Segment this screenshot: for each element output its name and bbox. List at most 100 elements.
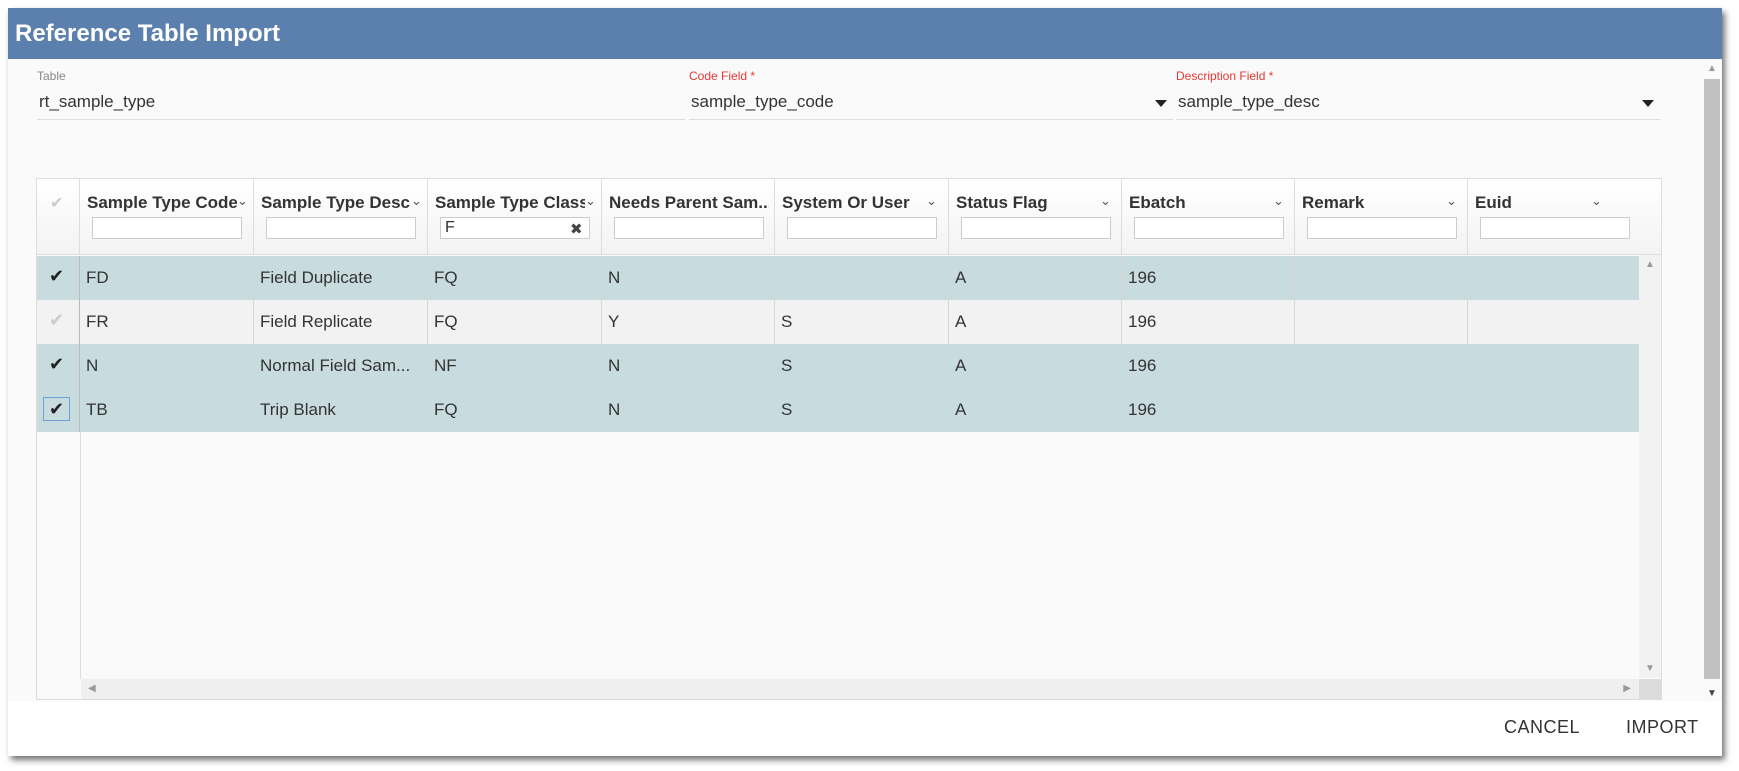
row-checkbox[interactable]: ✔	[37, 388, 80, 432]
column-label: System Or User	[782, 193, 910, 212]
cell-text: N	[608, 356, 621, 375]
column-label: Ebatch	[1129, 193, 1186, 212]
row-checkbox[interactable]: ✔	[37, 344, 80, 388]
cell-text: TB	[86, 400, 108, 419]
filter-input-sample-type-class[interactable]	[440, 217, 590, 239]
column-header-system-or-user[interactable]: System Or User ⌄	[775, 179, 949, 254]
cell-text: FD	[86, 268, 109, 287]
filter-input-euid[interactable]	[1480, 217, 1630, 239]
code-field-value[interactable]: sample_type_code	[691, 92, 834, 111]
cell-remark	[1295, 256, 1468, 300]
chevron-down-icon[interactable]: ⌄	[585, 193, 596, 208]
filter-input-sample-type-code[interactable]	[92, 217, 242, 239]
cell-sample-type-class: NF	[428, 344, 602, 388]
column-header-ebatch[interactable]: Ebatch ⌄	[1122, 179, 1295, 254]
chevron-down-icon[interactable]: ⌄	[1100, 193, 1111, 208]
cell-text: FQ	[434, 312, 458, 331]
column-label: Sample Type Desc	[261, 193, 410, 212]
scroll-left-arrow-icon[interactable]: ◀	[88, 683, 96, 694]
chevron-down-icon[interactable]: ⌄	[926, 193, 937, 208]
scroll-right-arrow-icon[interactable]: ▶	[1623, 683, 1631, 694]
scrollbar-corner	[1639, 679, 1661, 699]
caret-down-icon[interactable]	[1155, 100, 1167, 107]
cell-status-flag: A	[949, 300, 1122, 344]
cell-sample-type-desc: Normal Field Sam...	[254, 344, 428, 388]
cell-status-flag: A	[949, 388, 1122, 432]
cell-needs-parent-sample: N	[602, 344, 775, 388]
scrollbar-thumb[interactable]	[1704, 79, 1720, 679]
dialog-title-bar: Reference Table Import	[8, 8, 1722, 59]
chevron-down-icon[interactable]: ⌄	[411, 193, 422, 208]
filter-input-sample-type-desc[interactable]	[266, 217, 416, 239]
grid-horizontal-scrollbar[interactable]: ◀ ▶	[81, 679, 1641, 699]
cell-sample-type-desc: Field Duplicate	[254, 256, 428, 300]
cell-text: A	[955, 400, 967, 419]
cell-system-or-user: S	[775, 300, 949, 344]
column-header-sample-type-desc[interactable]: Sample Type Desc ⌄	[254, 179, 428, 254]
cell-text: 196	[1128, 268, 1157, 287]
column-label: Sample Type Class	[435, 193, 585, 212]
cell-text: 196	[1128, 312, 1157, 331]
scroll-up-arrow-icon[interactable]: ▲	[1707, 63, 1717, 74]
table-field[interactable]: Table rt_sample_type	[37, 69, 685, 125]
table-value[interactable]: rt_sample_type	[39, 92, 156, 111]
description-field-select[interactable]: Description Field * sample_type_desc	[1176, 69, 1660, 125]
import-button[interactable]: IMPORT	[1626, 717, 1699, 737]
dialog-vertical-scrollbar[interactable]: ▲ ▼	[1702, 59, 1722, 701]
table-row[interactable]: ✔ FR Field Replicate FQ Y S A 196	[37, 300, 1639, 344]
chevron-down-icon[interactable]: ⌄	[1591, 193, 1602, 208]
row-checkbox[interactable]: ✔	[37, 256, 80, 300]
cell-sample-type-desc: Trip Blank	[254, 388, 428, 432]
table-row[interactable]: ✔ FD Field Duplicate FQ N A 196	[37, 256, 1639, 300]
filter-input-system-or-user[interactable]	[787, 217, 937, 239]
column-label: Status Flag	[956, 193, 1048, 212]
cancel-button[interactable]: CANCEL	[1504, 717, 1581, 737]
cell-text: FR	[86, 312, 109, 331]
filter-input-remark[interactable]	[1307, 217, 1457, 239]
chevron-down-icon[interactable]: ⌄	[1446, 193, 1457, 208]
cell-sample-type-code: N	[80, 344, 254, 388]
select-all-checkbox[interactable]: ✔	[37, 179, 80, 254]
chevron-down-icon[interactable]: ⌄	[1273, 193, 1284, 208]
column-header-sample-type-code[interactable]: Sample Type Code ⌄	[80, 179, 254, 254]
description-field-value[interactable]: sample_type_desc	[1178, 92, 1320, 111]
scroll-down-arrow-icon[interactable]: ▼	[1645, 663, 1655, 674]
grid-header: ✔ Sample Type Code ⌄ Sample Type Desc ⌄ …	[37, 179, 1661, 255]
cell-sample-type-code: TB	[80, 388, 254, 432]
scroll-down-arrow-icon[interactable]: ▼	[1707, 688, 1717, 699]
cell-sample-type-code: FD	[80, 256, 254, 300]
clear-filter-icon[interactable]: ✖	[570, 221, 583, 238]
column-header-sample-type-class[interactable]: Sample Type Class ⌄ ✖	[428, 179, 602, 254]
cell-text: Trip Blank	[260, 400, 336, 419]
grid-vertical-scrollbar[interactable]: ▲ ▼	[1639, 255, 1661, 678]
chevron-down-icon[interactable]: ⌄	[237, 193, 248, 208]
cell-text: 196	[1128, 400, 1157, 419]
filter-input-ebatch[interactable]	[1134, 217, 1284, 239]
caret-down-icon[interactable]	[1642, 100, 1654, 107]
cell-sample-type-code: FR	[80, 300, 254, 344]
check-icon: ✔	[49, 266, 65, 286]
code-field-label: Code Field *	[689, 69, 756, 83]
reference-table-import-dialog: Reference Table Import Table rt_sample_t…	[8, 8, 1722, 756]
column-label: Euid	[1475, 193, 1512, 212]
cell-system-or-user: S	[775, 388, 949, 432]
filter-input-status-flag[interactable]	[961, 217, 1111, 239]
cell-needs-parent-sample: N	[602, 388, 775, 432]
cell-ebatch: 196	[1122, 256, 1295, 300]
checkbox-column-divider	[80, 432, 81, 679]
cell-text: S	[781, 400, 793, 419]
code-field-select[interactable]: Code Field * sample_type_code	[689, 69, 1173, 125]
table-row[interactable]: ✔ TB Trip Blank FQ N S A 196	[37, 388, 1639, 432]
cell-sample-type-class: FQ	[428, 388, 602, 432]
column-header-status-flag[interactable]: Status Flag ⌄	[949, 179, 1122, 254]
cell-text: N	[608, 268, 621, 287]
scroll-up-arrow-icon[interactable]: ▲	[1645, 259, 1655, 270]
table-row[interactable]: ✔ N Normal Field Sam... NF N S A 196	[37, 344, 1639, 388]
cell-text: Y	[608, 312, 620, 331]
row-checkbox[interactable]: ✔	[37, 300, 80, 344]
column-label: Needs Parent Sam...	[609, 193, 769, 212]
column-header-euid[interactable]: Euid ⌄	[1468, 179, 1661, 254]
column-header-needs-parent-sample[interactable]: Needs Parent Sam...	[602, 179, 775, 254]
column-header-remark[interactable]: Remark ⌄	[1295, 179, 1468, 254]
filter-input-needs-parent-sample[interactable]	[614, 217, 764, 239]
